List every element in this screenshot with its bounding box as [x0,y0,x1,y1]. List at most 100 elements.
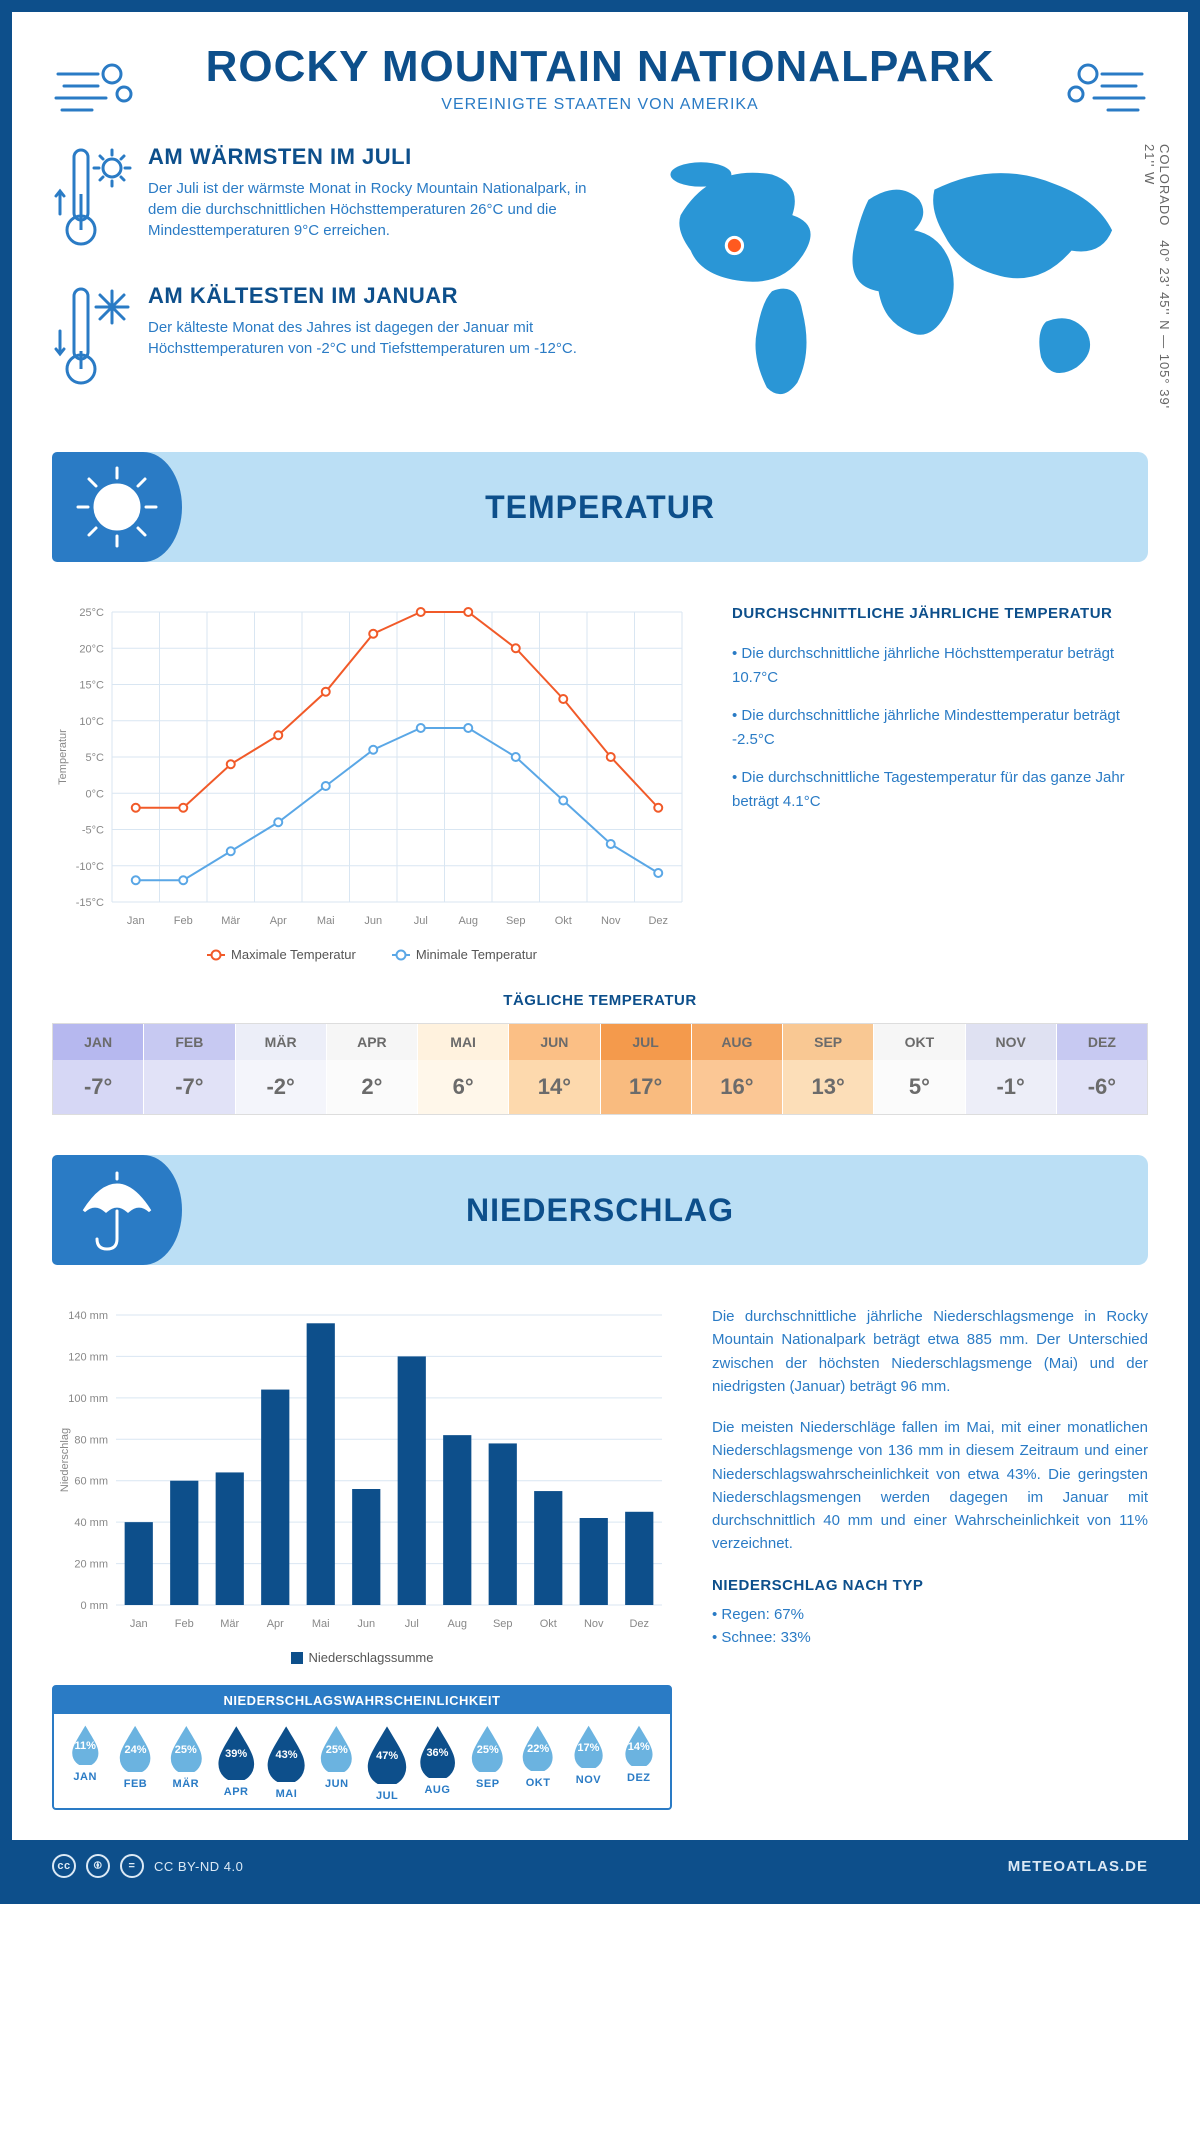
daily-val-cell: -7° [53,1060,144,1114]
svg-text:Nov: Nov [584,1618,604,1630]
daily-val-cell: 6° [418,1060,509,1114]
svg-text:25°C: 25°C [79,607,104,619]
daily-head-cell: MAI [418,1024,509,1060]
precipitation-banner: NIEDERSCHLAG [52,1155,1148,1265]
cc-icon: cc [52,1854,76,1878]
svg-text:20°C: 20°C [79,643,104,655]
daily-val-cell: 5° [874,1060,965,1114]
prob-cell: 39% APR [211,1724,261,1802]
daily-temp-table: JANFEBMÄRAPRMAIJUNJULAUGSEPOKTNOVDEZ -7°… [52,1023,1148,1115]
daily-temp-heading: TÄGLICHE TEMPERATUR [52,992,1148,1009]
svg-text:-15°C: -15°C [76,897,104,909]
coordinates: COLORADO 40° 23' 45'' N — 105° 39' 21'' … [1142,144,1172,422]
svg-text:Aug: Aug [447,1618,467,1630]
warmest-text: Der Juli ist der wärmste Monat in Rocky … [148,178,610,241]
svg-text:Okt: Okt [555,915,572,927]
thermometer-snow-icon [52,283,132,398]
precipitation-bar-chart: 0 mm20 mm40 mm60 mm80 mm100 mm120 mm140 … [52,1305,672,1665]
prob-cell: 25% MÄR [161,1724,211,1802]
prob-cell: 22% OKT [513,1724,563,1802]
header: ROCKY MOUNTAIN NATIONALPARK VEREINIGTE S… [52,42,1148,114]
wind-icon [1058,52,1148,127]
daily-val-cell: 13° [783,1060,874,1114]
precipitation-heading: NIEDERSCHLAG [466,1192,734,1229]
temperature-heading: TEMPERATUR [485,489,715,526]
svg-text:10°C: 10°C [79,716,104,728]
temp-summary-b2: • Die durchschnittliche jährliche Mindes… [732,704,1148,752]
svg-text:0°C: 0°C [86,788,105,800]
svg-text:100 mm: 100 mm [68,1393,108,1405]
coldest-text: Der kälteste Monat des Jahres ist dagege… [148,317,610,359]
svg-text:Niederschlag: Niederschlag [59,1428,71,1492]
svg-text:Sep: Sep [506,915,526,927]
thermometer-sun-icon [52,144,132,259]
svg-text:Feb: Feb [175,1618,194,1630]
svg-text:Jan: Jan [130,1618,148,1630]
warmest-block: AM WÄRMSTEN IM JULI Der Juli ist der wär… [52,144,610,259]
daily-val-cell: -2° [236,1060,327,1114]
daily-head-cell: JUN [509,1024,600,1060]
daily-val-cell: -7° [144,1060,235,1114]
svg-text:Sep: Sep [493,1618,513,1630]
world-map: COLORADO 40° 23' 45'' N — 105° 39' 21'' … [640,144,1148,422]
svg-text:Dez: Dez [648,915,668,927]
svg-text:Mai: Mai [317,915,335,927]
prob-cell: 43% MAI [261,1724,311,1802]
svg-text:0 mm: 0 mm [81,1600,109,1612]
coldest-heading: AM KÄLTESTEN IM JANUAR [148,283,610,309]
svg-text:Temperatur: Temperatur [57,729,69,785]
sun-icon [52,452,182,562]
precip-type-heading: NIEDERSCHLAG NACH TYP [712,1574,1148,1597]
svg-text:Okt: Okt [540,1618,557,1630]
prob-cell: 24% FEB [110,1724,160,1802]
svg-text:Jan: Jan [127,915,145,927]
svg-text:80 mm: 80 mm [74,1434,108,1446]
prob-cell: 14% DEZ [614,1724,664,1802]
temperature-banner: TEMPERATUR [52,452,1148,562]
daily-head-cell: OKT [874,1024,965,1060]
wind-icon [52,52,142,127]
precip-type-b2: • Schnee: 33% [712,1626,1148,1649]
svg-text:-10°C: -10°C [76,861,104,873]
svg-text:Jun: Jun [357,1618,375,1630]
daily-head-cell: JUL [601,1024,692,1060]
page-title: ROCKY MOUNTAIN NATIONALPARK [52,42,1148,92]
svg-text:Dez: Dez [629,1618,649,1630]
svg-text:Mär: Mär [220,1618,239,1630]
legend-min: Minimale Temperatur [416,947,537,962]
svg-text:140 mm: 140 mm [68,1310,108,1322]
daily-head-cell: DEZ [1057,1024,1147,1060]
temperature-line-chart: -15°C -10°C -5°C 0°C 5°C 10°C 15°C 20°C 25°C Jan F… [52,602,692,962]
svg-text:Jul: Jul [405,1618,419,1630]
svg-text:Feb: Feb [174,915,193,927]
svg-text:Mai: Mai [312,1618,330,1630]
svg-text:-5°C: -5°C [82,825,104,837]
temp-summary-b1: • Die durchschnittliche jährliche Höchst… [732,642,1148,690]
precip-legend: Niederschlagssumme [309,1650,434,1665]
svg-text:60 mm: 60 mm [74,1476,108,1488]
daily-head-cell: MÄR [236,1024,327,1060]
precip-p1: Die durchschnittliche jährliche Niedersc… [712,1305,1148,1398]
umbrella-icon [52,1155,182,1265]
daily-head-cell: SEP [783,1024,874,1060]
coldest-block: AM KÄLTESTEN IM JANUAR Der kälteste Mona… [52,283,610,398]
prob-cell: 25% JUN [312,1724,362,1802]
svg-text:15°C: 15°C [79,680,104,692]
svg-text:5°C: 5°C [86,752,105,764]
daily-val-cell: 16° [692,1060,783,1114]
svg-text:120 mm: 120 mm [68,1351,108,1363]
temp-summary-b3: • Die durchschnittliche Tagestemperatur … [732,766,1148,814]
prob-cell: 25% SEP [463,1724,513,1802]
daily-head-cell: NOV [966,1024,1057,1060]
legend-max: Maximale Temperatur [231,947,356,962]
license-text: CC BY-ND 4.0 [154,1859,243,1874]
svg-text:Jun: Jun [364,915,382,927]
prob-heading: NIEDERSCHLAGSWAHRSCHEINLICHKEIT [54,1687,670,1714]
daily-head-cell: AUG [692,1024,783,1060]
svg-text:Apr: Apr [270,915,287,927]
by-icon: 🅯 [86,1854,110,1878]
prob-cell: 11% JAN [60,1724,110,1802]
precip-type-b1: • Regen: 67% [712,1603,1148,1626]
daily-val-cell: 14° [509,1060,600,1114]
svg-text:Nov: Nov [601,915,621,927]
